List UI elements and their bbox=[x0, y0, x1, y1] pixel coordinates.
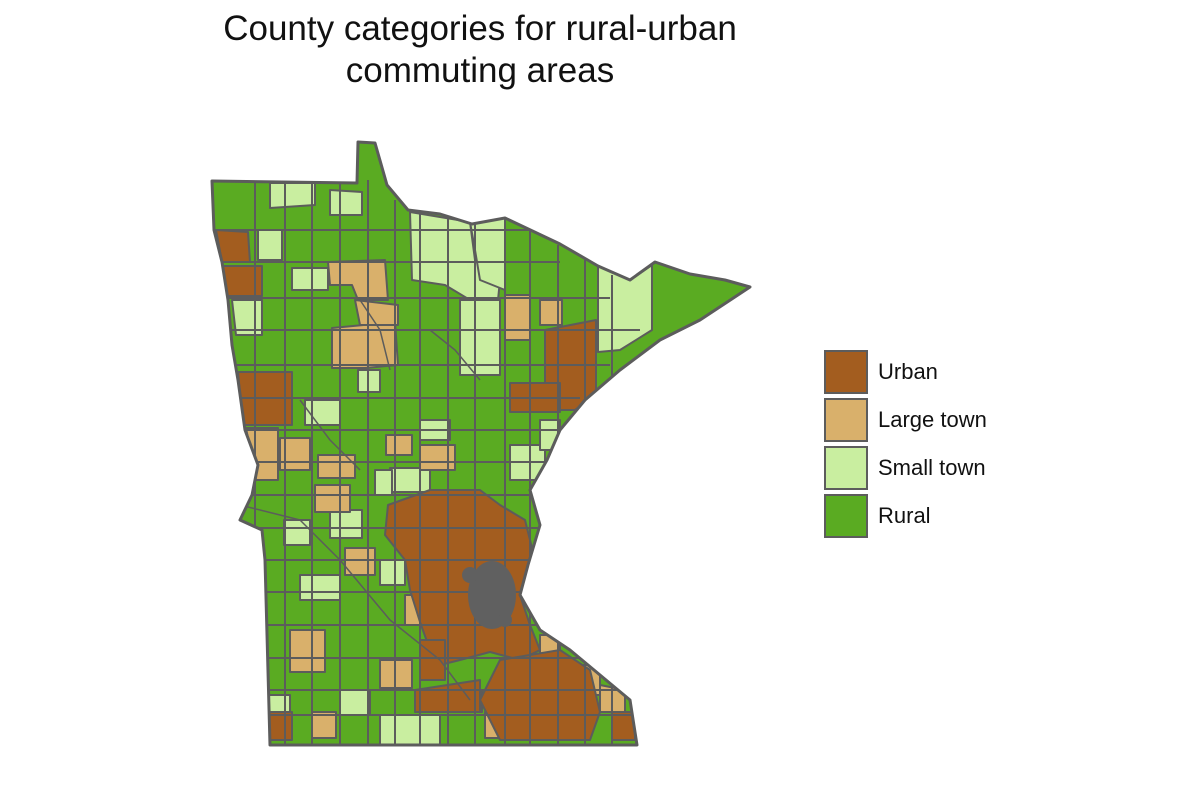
region-small-town-nw1 bbox=[269, 182, 316, 209]
region-small-town-w2 bbox=[283, 519, 311, 546]
map-legend: Urban Large town Small town Rural bbox=[824, 348, 987, 540]
legend-label-small-town: Small town bbox=[878, 455, 986, 480]
region-large-town-10 bbox=[314, 484, 351, 513]
region-small-town-s4 bbox=[267, 694, 291, 713]
legend-swatch-urban bbox=[824, 350, 868, 394]
region-large-town-5 bbox=[245, 427, 279, 481]
region-small-town-c8 bbox=[374, 469, 393, 496]
region-large-town-12 bbox=[289, 629, 326, 673]
legend-item-large-town: Large town bbox=[824, 396, 987, 444]
metro-core bbox=[462, 561, 516, 629]
region-large-town-9 bbox=[419, 444, 456, 471]
region-small-town-w3 bbox=[299, 574, 341, 601]
legend-swatch-rural bbox=[824, 494, 868, 538]
legend-item-rural: Rural bbox=[824, 492, 987, 540]
legend-label-large-town: Large town bbox=[878, 407, 987, 432]
region-small-town-c1 bbox=[459, 299, 501, 376]
region-large-town-7 bbox=[317, 454, 356, 479]
legend-swatch-small-town bbox=[824, 446, 868, 490]
map-title-line-1: County categories for rural-urban bbox=[223, 9, 737, 48]
region-large-town-4 bbox=[539, 299, 563, 326]
region-urban-sw bbox=[267, 711, 293, 741]
legend-label-urban: Urban bbox=[878, 359, 938, 384]
region-urban-se bbox=[479, 649, 601, 741]
region-small-town-s1 bbox=[339, 689, 371, 716]
region-small-town-nw4 bbox=[291, 267, 329, 291]
map-title: County categories for rural-urban commut… bbox=[130, 8, 830, 92]
legend-label-rural: Rural bbox=[878, 503, 931, 528]
map-title-line-2: commuting areas bbox=[345, 51, 615, 90]
region-small-town-s2 bbox=[379, 714, 441, 745]
minnesota-border bbox=[210, 140, 752, 747]
region-urban-s2 bbox=[419, 639, 446, 681]
legend-item-small-town: Small town bbox=[824, 444, 987, 492]
region-small-town-c5 bbox=[329, 509, 363, 539]
region-small-town-c6 bbox=[379, 559, 406, 586]
region-large-town-20 bbox=[354, 299, 399, 326]
region-large-town-8 bbox=[385, 434, 413, 456]
region-large-town-3 bbox=[504, 294, 531, 341]
region-small-town-nw3 bbox=[257, 229, 283, 261]
legend-swatch-large-town bbox=[824, 398, 868, 442]
region-small-town-nw2 bbox=[329, 189, 363, 216]
legend-item-urban: Urban bbox=[824, 348, 987, 396]
